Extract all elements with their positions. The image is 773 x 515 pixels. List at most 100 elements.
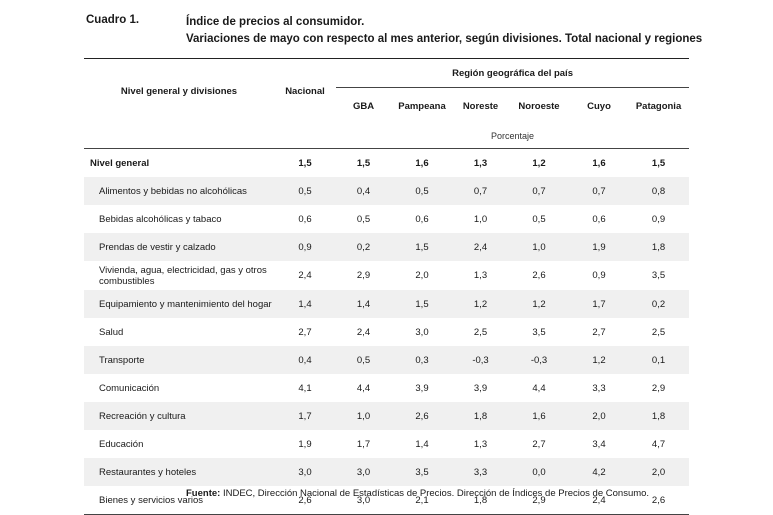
cell-patagonia: 0,8 [628,177,690,205]
title-line-1: Índice de precios al consumidor. [186,16,365,28]
cell-patagonia: 2,5 [651,326,666,338]
cell-national: 1,7 [274,402,336,430]
col-header-pampeana: Pampeana [398,100,446,112]
cell-noroeste: 1,2 [532,157,546,169]
cell-patagonia: 1,8 [628,402,690,430]
cell-pampeana: 0,6 [415,213,429,225]
unit-spacer [274,124,336,149]
cell-gba: 0,5 [356,213,371,225]
cell-pampeana: 1,4 [415,438,429,450]
cell-national: 0,9 [274,233,336,261]
cell-cuyo: 3,4 [592,438,606,450]
cell-patagonia: 0,9 [651,213,666,225]
cell-national: 1,9 [298,438,312,450]
row-label: Nivel general [90,157,150,169]
cell-noreste: 3,9 [473,382,488,394]
unit-spacer [84,124,274,149]
cell-gba: 4,4 [356,382,371,394]
row-label: Prendas de vestir y calzado [84,233,274,261]
cell-noreste: 1,3 [473,438,488,450]
cell-noroeste: 0,7 [508,177,570,205]
cell-patagonia: 2,9 [651,382,666,394]
cell-cuyo: 1,9 [570,233,628,261]
col-header-national: Nacional [274,58,336,124]
table-row: Recreación y cultura 1,7 1,0 2,6 1,8 1,6… [84,402,690,430]
cell-national: 3,0 [274,458,336,486]
cell-noreste: 0,7 [453,177,508,205]
cell-gba: 2,9 [356,270,371,281]
cell-noreste: -0,3 [453,346,508,374]
table-row: Educación 1,9 1,7 1,4 1,3 2,7 3,4 4,7 [84,430,689,458]
cell-noreste: 3,3 [453,458,508,486]
col-header-noroeste: Noroeste [518,100,560,112]
cell-pampeana: 3,0 [415,326,429,338]
cell-patagonia: 2,0 [628,458,690,486]
table-row: Nivel general 1,5 1,5 1,6 1,3 1,2 1,6 1,… [84,149,689,178]
row-label: Vivienda, agua, electricidad, gas y otro… [99,264,267,287]
table-row: Prendas de vestir y calzado 0,9 0,2 1,5 … [84,233,690,261]
cell-patagonia: 1,8 [628,233,690,261]
cell-pampeana: 2,0 [415,270,429,281]
cell-national: 1,4 [274,290,336,318]
cell-cuyo: 0,9 [592,270,606,281]
unit-label: Porcentaje [336,124,690,149]
cell-cuyo: 1,6 [592,157,606,169]
cell-noroeste: 1,2 [508,290,570,318]
cell-national: 0,6 [298,213,312,225]
source-text: INDEC, Dirección Nacional de Estadística… [220,488,650,499]
cell-national: 4,1 [298,382,312,394]
table-title: Índice de precios al consumidor. Variaci… [186,14,702,48]
cell-national: 2,7 [298,326,312,338]
cell-cuyo: 2,7 [592,326,606,338]
cell-pampeana: 0,5 [391,177,453,205]
cell-pampeana: 3,9 [415,382,429,394]
table-row: Restaurantes y hoteles 3,0 3,0 3,5 3,3 0… [84,458,690,486]
row-label: Comunicación [99,382,160,394]
cell-gba: 1,5 [356,157,371,169]
cell-cuyo: 2,0 [570,402,628,430]
row-label: Equipamiento y mantenimiento del hogar [84,290,274,318]
table-caption: Cuadro 1. [86,14,140,26]
cell-gba: 1,7 [356,438,371,450]
table-row: Comunicación 4,1 4,4 3,9 3,9 4,4 3,3 2,9 [84,374,689,402]
row-label: Salud [99,326,124,338]
cell-noreste: 2,5 [473,326,488,338]
cell-national: 0,4 [274,346,336,374]
cell-gba: 1,0 [336,402,391,430]
cpi-table-container: Nivel general y divisiones Nacional Regi… [84,58,690,515]
table-row: Transporte 0,4 0,5 0,3 -0,3 -0,3 1,2 0,1 [84,346,690,374]
col-header-gba: GBA [352,100,375,112]
cell-noreste: 1,8 [453,402,508,430]
source-note: Fuente: INDEC, Dirección Nacional de Est… [186,488,649,499]
col-header-patagonia: Patagonia [635,100,682,112]
cell-pampeana: 1,5 [391,233,453,261]
cell-cuyo: 0,7 [570,177,628,205]
cell-noroeste: -0,3 [508,346,570,374]
cell-gba: 3,0 [336,458,391,486]
col-header-division: Nivel general y divisiones [84,58,274,124]
table-row: Salud 2,7 2,4 3,0 2,5 3,5 2,7 2,5 [84,318,689,346]
cell-noroeste: 0,5 [532,213,546,225]
cell-pampeana: 1,5 [391,290,453,318]
cell-national: 1,5 [298,157,312,169]
cell-gba: 0,5 [336,346,391,374]
col-header-noreste: Noreste [462,100,499,112]
cell-noreste: 2,4 [453,233,508,261]
cell-noroeste: 3,5 [532,326,546,338]
table-row: Alimentos y bebidas no alcohólicas 0,5 0… [84,177,690,205]
cell-noroeste: 1,6 [508,402,570,430]
row-label: Restaurantes y hoteles [84,458,274,486]
cell-pampeana: 3,5 [391,458,453,486]
cell-gba: 1,4 [336,290,391,318]
cell-cuyo: 3,3 [592,382,606,394]
cell-noreste: 1,3 [473,270,488,281]
cell-noreste: 1,3 [473,157,488,169]
row-label: Transporte [84,346,274,374]
cell-pampeana: 1,6 [415,157,429,169]
cell-noreste: 1,0 [473,213,488,225]
row-label: Bebidas alcohólicas y tabaco [99,213,222,225]
cell-cuyo: 4,2 [570,458,628,486]
cell-patagonia: 3,5 [651,270,666,281]
title-line-2: Variaciones de mayo con respecto al mes … [186,33,703,45]
cell-patagonia: 4,7 [651,438,666,450]
